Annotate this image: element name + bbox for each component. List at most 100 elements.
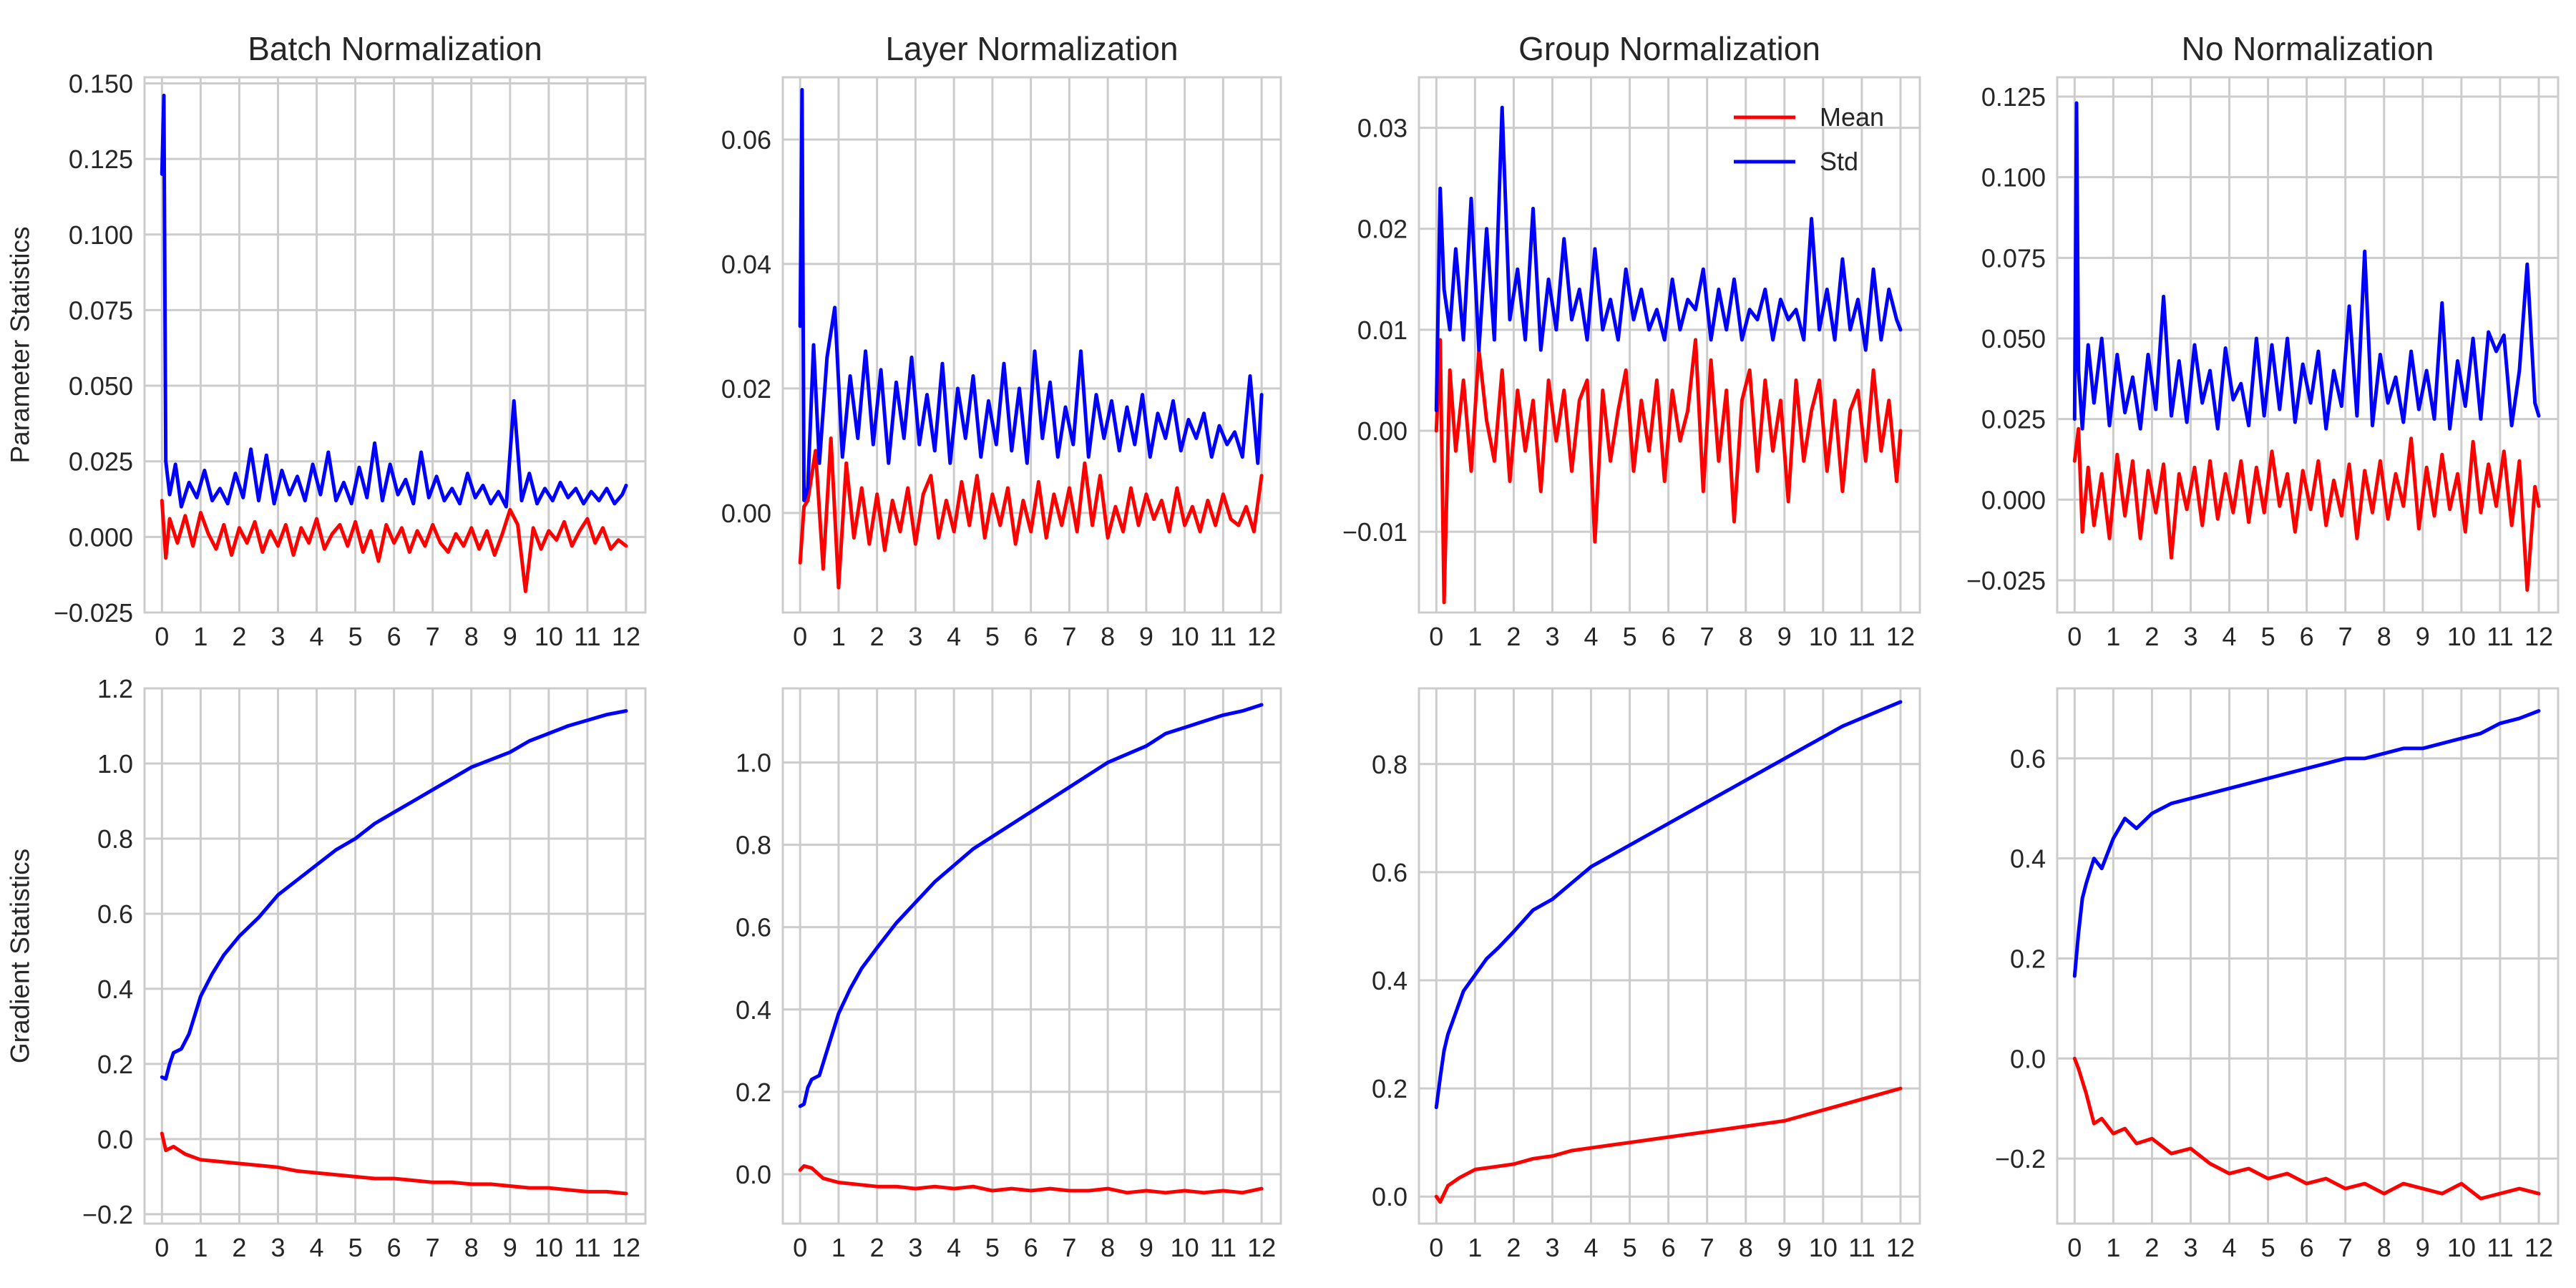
x-tick-label: 8 — [464, 622, 479, 651]
y-tick-label: 0.6 — [2010, 744, 2046, 774]
x-tick-label: 9 — [503, 1233, 517, 1262]
series-line-std — [160, 709, 628, 1081]
x-tick-label: 5 — [1623, 622, 1637, 651]
x-tick-label: 6 — [387, 1233, 401, 1262]
chart-panel-8: 0 1 2 3 4 5 6 7 8 9 10 11 12−0.20.00.20.40.6 — [1995, 687, 2560, 1262]
series-line-mean — [2072, 1056, 2541, 1201]
y-tick-label: 0.075 — [1981, 243, 2046, 273]
y-tick-label: −0.2 — [1995, 1144, 2046, 1174]
y-tick-label: 0.06 — [721, 125, 771, 155]
x-tick-label: 3 — [2183, 622, 2197, 651]
y-tick-label: 1.0 — [736, 748, 771, 778]
y-tick-label: 0.03 — [1357, 114, 1407, 143]
axes-frame — [1418, 76, 1921, 614]
axes-frame — [2056, 687, 2560, 1225]
x-tick-label: 0 — [155, 622, 169, 651]
x-tick-label: 2 — [870, 622, 884, 651]
y-tick-label: 0.100 — [69, 220, 133, 250]
x-tick-label: 7 — [426, 1233, 440, 1262]
x-tick-label: 4 — [947, 1233, 961, 1262]
x-tick-label: 11 — [1848, 622, 1875, 651]
series-line-std — [798, 87, 1264, 502]
y-tick-label: 0.125 — [69, 145, 133, 174]
series-line-std — [1434, 105, 1903, 413]
x-tick-label: 9 — [2416, 1233, 2430, 1262]
y-tick-label: 0.050 — [69, 371, 133, 401]
chart-panel-1: 0 1 2 3 4 5 6 7 8 9 10 11 12−0.0250.0000.0250.0500.0… — [6, 30, 647, 651]
y-tick-label: −0.2 — [82, 1200, 133, 1229]
x-tick-label: 10 — [1809, 1233, 1838, 1262]
x-tick-label: 7 — [1700, 622, 1714, 651]
x-tick-label: 10 — [535, 622, 563, 651]
series-line-mean — [798, 1163, 1264, 1195]
axes-frame — [781, 76, 1282, 614]
x-tick-label: 11 — [2487, 1233, 2513, 1262]
series-line-mean — [160, 1131, 628, 1196]
y-tick-label: 0.100 — [1981, 163, 2046, 192]
x-tick-label: 6 — [2300, 622, 2314, 651]
x-tick-label: 1 — [831, 622, 846, 651]
y-tick-label: 0.6 — [1372, 858, 1407, 887]
x-tick-label: 6 — [1662, 622, 1676, 651]
x-tick-label: 3 — [1545, 622, 1559, 651]
x-tick-label: 1 — [193, 622, 208, 651]
y-tick-label: 0.8 — [1372, 750, 1407, 779]
x-tick-label: 5 — [348, 1233, 363, 1262]
x-tick-label: 11 — [574, 622, 600, 651]
legend-label-std: Std — [1820, 147, 1858, 176]
axes-frame — [2056, 76, 2560, 614]
panel-title: No Normalization — [2182, 30, 2434, 67]
series-line-mean — [1434, 1086, 1903, 1204]
x-tick-label: 1 — [2106, 622, 2120, 651]
y-tick-label: 0.2 — [1372, 1074, 1407, 1103]
x-tick-label: 4 — [2223, 622, 2237, 651]
x-tick-label: 12 — [1886, 1233, 1915, 1262]
x-tick-label: 5 — [2261, 622, 2275, 651]
x-tick-label: 1 — [831, 1233, 846, 1262]
y-tick-label: 0.8 — [97, 824, 133, 854]
x-tick-label: 4 — [310, 1233, 324, 1262]
x-tick-label: 10 — [535, 1233, 563, 1262]
x-tick-label: 4 — [1584, 622, 1599, 651]
x-tick-label: 1 — [1468, 1233, 1482, 1262]
x-tick-label: 4 — [2223, 1233, 2237, 1262]
series-line-mean — [2072, 426, 2541, 592]
x-tick-label: 12 — [1886, 622, 1915, 651]
x-tick-label: 1 — [1468, 622, 1482, 651]
series-line-std — [2072, 101, 2541, 431]
y-tick-label: 0.8 — [736, 831, 771, 860]
x-tick-label: 0 — [155, 1233, 169, 1262]
y-tick-label: 0.00 — [721, 499, 771, 528]
panel-title: Batch Normalization — [248, 30, 542, 67]
x-tick-label: 11 — [1210, 1233, 1236, 1262]
x-tick-label: 0 — [2067, 1233, 2082, 1262]
chart-panel-7: 0 1 2 3 4 5 6 7 8 9 10 11 120.00.20.40.60.8 — [1372, 687, 1921, 1262]
y-tick-label: 0.075 — [69, 296, 133, 325]
series-line-std — [160, 93, 628, 509]
x-tick-label: 11 — [574, 1233, 600, 1262]
panel-title: Layer Normalization — [885, 30, 1178, 67]
x-tick-label: 7 — [426, 622, 440, 651]
x-tick-label: 7 — [1700, 1233, 1714, 1262]
x-tick-label: 0 — [793, 622, 807, 651]
y-tick-label: 0.2 — [97, 1050, 133, 1079]
x-tick-label: 10 — [1171, 622, 1199, 651]
x-tick-label: 5 — [1623, 1233, 1637, 1262]
y-tick-label: 0.6 — [97, 899, 133, 929]
x-tick-label: 8 — [1101, 1233, 1115, 1262]
y-tick-label: 0.2 — [2010, 944, 2046, 973]
y-axis-label: Gradient Statistics — [6, 849, 35, 1063]
x-tick-label: 8 — [2377, 622, 2391, 651]
y-tick-label: 0.150 — [69, 69, 133, 98]
y-tick-label: 0.4 — [2010, 844, 2046, 874]
y-tick-label: 0.000 — [69, 522, 133, 552]
y-tick-label: 0.0 — [736, 1160, 771, 1189]
x-tick-label: 3 — [270, 622, 285, 651]
chart-panel-4: 0 1 2 3 4 5 6 7 8 9 10 11 12−0.0250.0000.0250.0500.0… — [1966, 30, 2560, 651]
x-tick-label: 12 — [612, 1233, 640, 1262]
y-tick-label: 0.01 — [1357, 316, 1407, 345]
x-tick-label: 0 — [1429, 1233, 1443, 1262]
x-tick-label: 8 — [464, 1233, 479, 1262]
x-tick-label: 8 — [1739, 1233, 1753, 1262]
